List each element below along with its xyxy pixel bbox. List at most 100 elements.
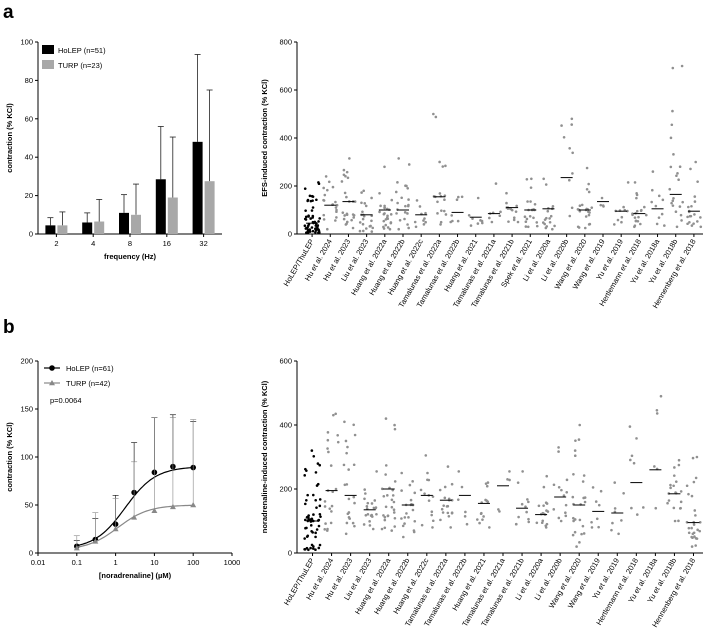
a-right-point <box>456 219 460 223</box>
b-right-point <box>446 511 450 515</box>
b-right-point <box>403 516 407 519</box>
a-right-point <box>690 224 694 227</box>
a-right-point <box>450 214 454 217</box>
a-right-point <box>680 64 684 68</box>
b-right-point <box>442 504 445 507</box>
b-right-point <box>427 499 431 502</box>
b-right-point <box>316 462 320 465</box>
a-right-point <box>671 66 675 70</box>
a-right-point <box>314 224 318 227</box>
b-right-point <box>628 425 632 428</box>
b-right-point <box>450 482 454 486</box>
b-right-point <box>611 521 614 525</box>
b-right-point <box>516 481 520 484</box>
a-right-point <box>637 215 640 219</box>
b-left-ytick-label: 50 <box>25 501 33 510</box>
b-left-xlabel: [noradrenaline] (µM) <box>99 571 172 580</box>
a-right-point <box>358 221 362 224</box>
a-right-point <box>310 226 314 229</box>
a-right-point <box>322 213 326 217</box>
b-right-point <box>545 474 549 478</box>
a-right-point <box>418 205 422 208</box>
a-right-point <box>692 222 695 225</box>
b-right-point <box>687 492 690 496</box>
a-right-point <box>361 210 364 214</box>
b-right-point <box>465 522 469 526</box>
a-left-ytick-label: 80 <box>25 76 33 85</box>
a-right-point <box>524 220 528 224</box>
a-right-point <box>406 186 410 190</box>
b-right-point <box>420 523 424 527</box>
a-left-ytick-label: 20 <box>25 191 33 200</box>
a-left-xtick-label: 8 <box>128 239 132 248</box>
a-right-point <box>407 198 410 201</box>
a-right-point <box>571 151 574 155</box>
a-right-point <box>406 204 410 208</box>
b-right-point <box>383 526 387 530</box>
b-right-point <box>520 502 524 506</box>
b-right-point <box>463 515 467 518</box>
b-right-point <box>460 485 464 489</box>
b-right-point <box>370 502 374 505</box>
a-right-point <box>693 200 697 203</box>
a-right-point <box>476 196 480 200</box>
b-right-point <box>303 537 306 540</box>
b-right-point <box>632 461 636 465</box>
a-right-point <box>386 226 390 229</box>
b-right-point <box>363 488 367 491</box>
a-right-point <box>699 216 702 219</box>
a-right-point <box>371 226 375 230</box>
a-right-point <box>583 226 587 230</box>
b-right-point <box>655 412 659 415</box>
b-right-point <box>690 494 694 498</box>
a-right-point <box>669 165 673 169</box>
b-right-point <box>441 511 445 514</box>
b-right-point <box>311 493 315 497</box>
b-right-point <box>527 517 530 521</box>
a-right-point <box>545 225 549 228</box>
b-right-point <box>591 486 595 489</box>
b-right-point <box>581 480 585 483</box>
b-right-point <box>540 521 544 525</box>
a-right-point <box>361 222 365 226</box>
b-right-point <box>342 463 346 467</box>
a-right-point <box>633 224 637 227</box>
a-right-point <box>544 183 548 186</box>
b-right-point <box>336 440 340 444</box>
b-right-point <box>515 522 518 526</box>
a-right-point <box>654 204 658 208</box>
a-right-point <box>639 209 643 213</box>
a-right-point <box>398 218 402 222</box>
a-right-point <box>570 206 574 210</box>
b-right-point <box>659 394 663 398</box>
b-right-point <box>413 491 417 495</box>
a-right-point <box>626 209 629 213</box>
b-left-legend-label: HoLEP (n=61) <box>66 364 114 373</box>
b-right-point <box>464 510 467 514</box>
a-right-point <box>403 217 406 221</box>
a-left-xtick-label: 32 <box>199 239 207 248</box>
b-left-point <box>169 503 176 510</box>
b-right-point <box>323 528 327 531</box>
a-right-point <box>389 213 393 216</box>
b-right-point <box>393 516 397 520</box>
b-right-point <box>544 501 548 505</box>
b-right-point <box>526 498 529 501</box>
b-right-point <box>319 515 322 518</box>
a-right-point <box>352 216 355 219</box>
b-right-point <box>312 513 315 516</box>
a-right-point <box>661 198 665 202</box>
b-right-point <box>352 423 355 427</box>
b-right-point <box>672 506 676 510</box>
a-right-point <box>588 222 592 226</box>
b-right-point <box>368 520 371 523</box>
a-right-point <box>455 198 459 202</box>
b-right-point <box>413 519 417 523</box>
a-right-point <box>613 223 616 226</box>
a-right-point <box>360 201 363 205</box>
b-right-point <box>393 480 397 483</box>
b-right-point <box>362 523 366 526</box>
a-right-point <box>639 222 642 226</box>
b-right-point <box>412 530 416 534</box>
a-right-point <box>523 215 527 219</box>
